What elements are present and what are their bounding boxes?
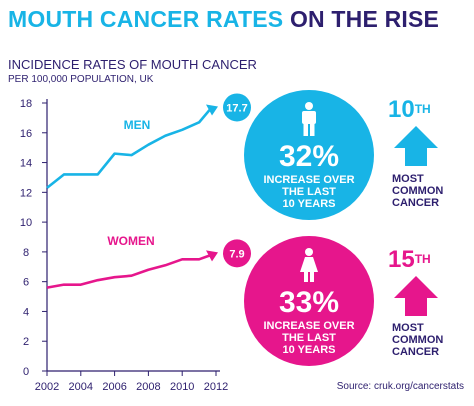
series-line-women (46, 254, 211, 289)
women-up-arrow-icon (394, 276, 438, 316)
title-part-1: MOUTH CANCER RATES (8, 6, 284, 32)
chart-subtitle: INCIDENCE RATES OF MOUTH CANCER (8, 57, 257, 72)
men-rank-label: MOST COMMON CANCER (392, 173, 443, 209)
x-tick-label: 2006 (102, 381, 126, 393)
end-value-label-women: 7.9 (229, 248, 244, 260)
end-value-bubble-women (223, 239, 251, 268)
men-up-arrow-icon (394, 126, 438, 166)
y-tick-label: 0 (23, 366, 29, 378)
men-percent: 32% (278, 140, 340, 173)
men-desc-line-3: 10 YEARS (282, 198, 336, 210)
men-rank-number: 10 (388, 96, 415, 123)
men-rank-label-1: MOST (392, 173, 424, 185)
y-tick-label: 12 (20, 187, 32, 199)
y-tick-label: 18 (20, 98, 32, 110)
x-tick-label: 2008 (136, 381, 160, 393)
men-rank: 10TH (388, 96, 431, 124)
women-rank: 15TH (388, 246, 431, 274)
x-tick-label: 2002 (35, 381, 59, 393)
source-note: Source: cruk.org/cancerstats (336, 381, 464, 392)
series-name-women: WOMEN (107, 234, 154, 248)
women-rank-label-2: COMMON (392, 334, 444, 346)
women-rank-suffix: TH (414, 252, 431, 266)
women-description: INCREASE OVER THE LAST 10 YEARS (244, 320, 374, 356)
men-description: INCREASE OVER THE LAST 10 YEARS (244, 174, 374, 210)
y-tick-label: 10 (20, 217, 32, 229)
women-percent: 33% (278, 286, 340, 319)
y-tick-label: 16 (20, 128, 32, 140)
x-tick-label: 2010 (170, 381, 194, 393)
page-title: MOUTH CANCER RATES ON THE RISE (8, 6, 439, 33)
men-circle: 32% INCREASE OVER THE LAST 10 YEARS (244, 90, 374, 220)
end-value-bubble-men (223, 93, 251, 122)
men-rank-label-3: CANCER (392, 197, 440, 209)
women-rank-label: MOST COMMON CANCER (392, 322, 443, 358)
y-tick-label: 6 (23, 277, 29, 289)
men-rank-suffix: TH (414, 102, 431, 116)
women-rank-label-1: MOST (392, 322, 424, 334)
x-tick-label: 2012 (204, 381, 228, 393)
men-desc-line-2: THE LAST (282, 186, 336, 198)
series-arrow-men (206, 104, 218, 116)
women-circle: 33% INCREASE OVER THE LAST 10 YEARS (244, 236, 374, 366)
women-rank-label-3: CANCER (392, 346, 440, 358)
women-desc-line-2: THE LAST (282, 332, 336, 344)
y-tick-label: 2 (23, 336, 29, 348)
series-arrow-women (206, 250, 218, 262)
y-tick-label: 8 (23, 247, 29, 259)
title-part-2: ON THE RISE (289, 6, 440, 32)
end-value-label-men: 17.7 (226, 102, 247, 114)
women-rank-number: 15 (388, 246, 415, 273)
y-tick-label: 14 (20, 158, 32, 170)
y-tick-label: 4 (23, 306, 29, 318)
series-name-men: MEN (124, 118, 151, 132)
man-icon (302, 102, 316, 136)
chart-unit: PER 100,000 POPULATION, UK (8, 74, 154, 85)
women-desc-line-3: 10 YEARS (282, 344, 336, 356)
series-line-men (46, 108, 211, 189)
woman-icon (300, 248, 318, 282)
women-desc-line-1: INCREASE OVER (263, 320, 355, 332)
men-rank-label-2: COMMON (392, 185, 444, 197)
men-desc-line-1: INCREASE OVER (263, 174, 355, 186)
x-tick-label: 2004 (69, 381, 93, 393)
